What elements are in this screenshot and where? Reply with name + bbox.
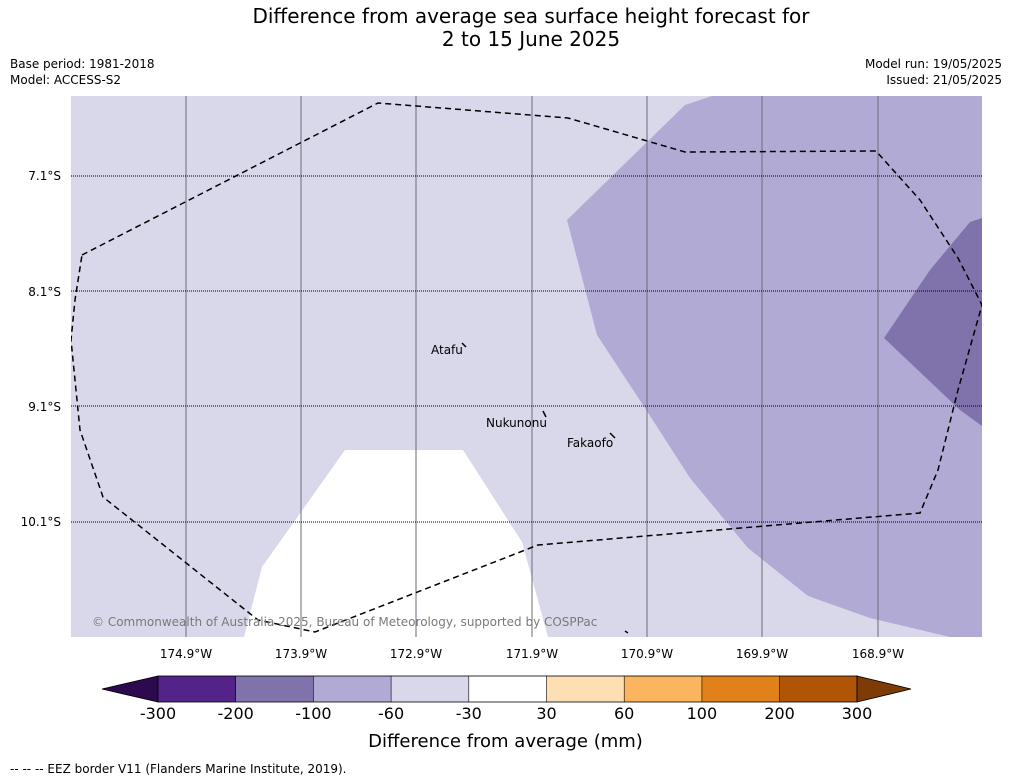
neutral-region [244,450,548,637]
island-nukunonu-shape [542,410,547,418]
colorbar-dividers [235,676,780,702]
place-fakaofo: Fakaofo [567,436,613,450]
colorbar-tick: -30 [455,704,482,723]
meta-left: Base period: 1981-2018 Model: ACCESS-S2 [10,56,155,88]
colorbar-segment [468,676,547,702]
eez-border [71,102,982,633]
colorbar-segment [546,676,625,702]
lon-label: 173.9°W [274,647,328,661]
colorbar-segment [158,676,236,702]
lon-label: 170.9°W [620,647,674,661]
title-line-1: Difference from average sea surface heig… [252,4,810,28]
colorbar-segment [235,676,314,702]
map-title: Difference from average sea surface heig… [0,5,1011,51]
island-fakaofo-shape [609,432,616,439]
colorbar-tick: 60 [614,704,635,723]
colorbar-tick: 30 [536,704,557,723]
lon-label: 168.9°W [851,647,905,661]
place-nukunonu: Nukunonu [486,416,547,430]
colorbar-tick: -60 [378,704,405,723]
lon-label: 172.9°W [389,647,443,661]
base-period: Base period: 1981-2018 [10,57,155,71]
lon-label: 171.9°W [505,647,559,661]
copyright-notice: © Commonwealth of Australia 2025, Bureau… [92,615,597,629]
eez-legend-footer: -- -- -- EEZ border V11 (Flanders Marine… [10,762,347,776]
colorbar-extend-low [101,675,159,703]
colorbar-tick: 100 [686,704,718,723]
title-line-2: 2 to 15 June 2025 [441,27,621,51]
colorbar-extend-high [856,675,912,703]
colorbar-segment [391,676,469,702]
colorbar-tick: 300 [841,704,873,723]
colorbar-tick: -200 [217,704,254,723]
colorbar-tick: 200 [764,704,795,723]
colorbar [101,675,912,703]
issued-date: Issued: 21/05/2025 [886,73,1002,87]
island-small-shape [624,630,629,634]
colorbar-tick: -300 [139,704,177,723]
colorbar-segment [313,676,392,702]
model-run: Model run: 19/05/2025 [864,57,1002,71]
colorbar-label: Difference from average (mm) [368,731,643,752]
lat-label: 8.1°S [28,285,61,299]
colorbar-segment [701,676,780,702]
longitude-gridlines [185,96,879,637]
lon-label: 169.9°W [735,647,789,661]
lat-label: 9.1°S [28,400,61,414]
colorbar-tick: -100 [295,704,332,723]
colorbar-segment [624,676,702,702]
island-atafu-shape [461,342,467,348]
colorbar-outline [157,675,858,703]
colorbar-segment [779,676,857,702]
region-minus-100-to-200 [884,218,982,426]
place-atafu: Atafu [431,343,463,357]
lat-label: 7.1°S [28,169,61,183]
model-name: Model: ACCESS-S2 [10,73,122,87]
lat-label: 10.1°S [20,515,61,529]
meta-right: Model run: 19/05/2025 Issued: 21/05/2025 [865,56,1002,88]
map-area: Atafu Nukunonu Fakaofo © Commonwealth of… [71,96,982,637]
lon-label: 174.9°W [159,647,213,661]
